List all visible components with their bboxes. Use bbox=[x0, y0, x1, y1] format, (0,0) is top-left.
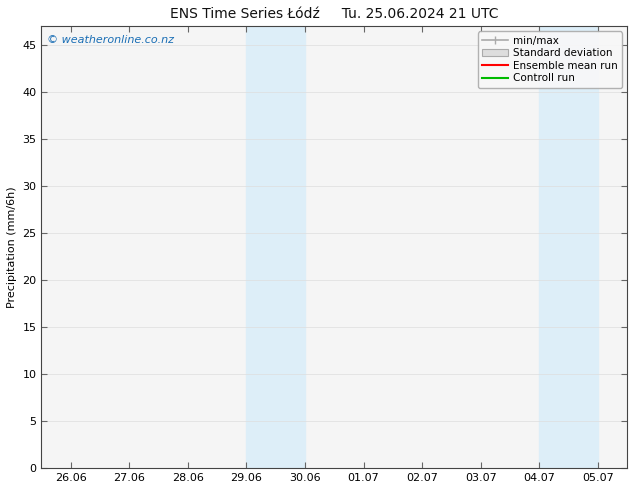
Y-axis label: Precipitation (mm/6h): Precipitation (mm/6h) bbox=[7, 186, 17, 308]
Title: ENS Time Series Łódź     Tu. 25.06.2024 21 UTC: ENS Time Series Łódź Tu. 25.06.2024 21 U… bbox=[170, 7, 498, 21]
Legend: min/max, Standard deviation, Ensemble mean run, Controll run: min/max, Standard deviation, Ensemble me… bbox=[477, 31, 622, 88]
Text: © weatheronline.co.nz: © weatheronline.co.nz bbox=[48, 35, 174, 45]
Bar bbox=[247, 26, 305, 468]
Bar bbox=[540, 26, 598, 468]
